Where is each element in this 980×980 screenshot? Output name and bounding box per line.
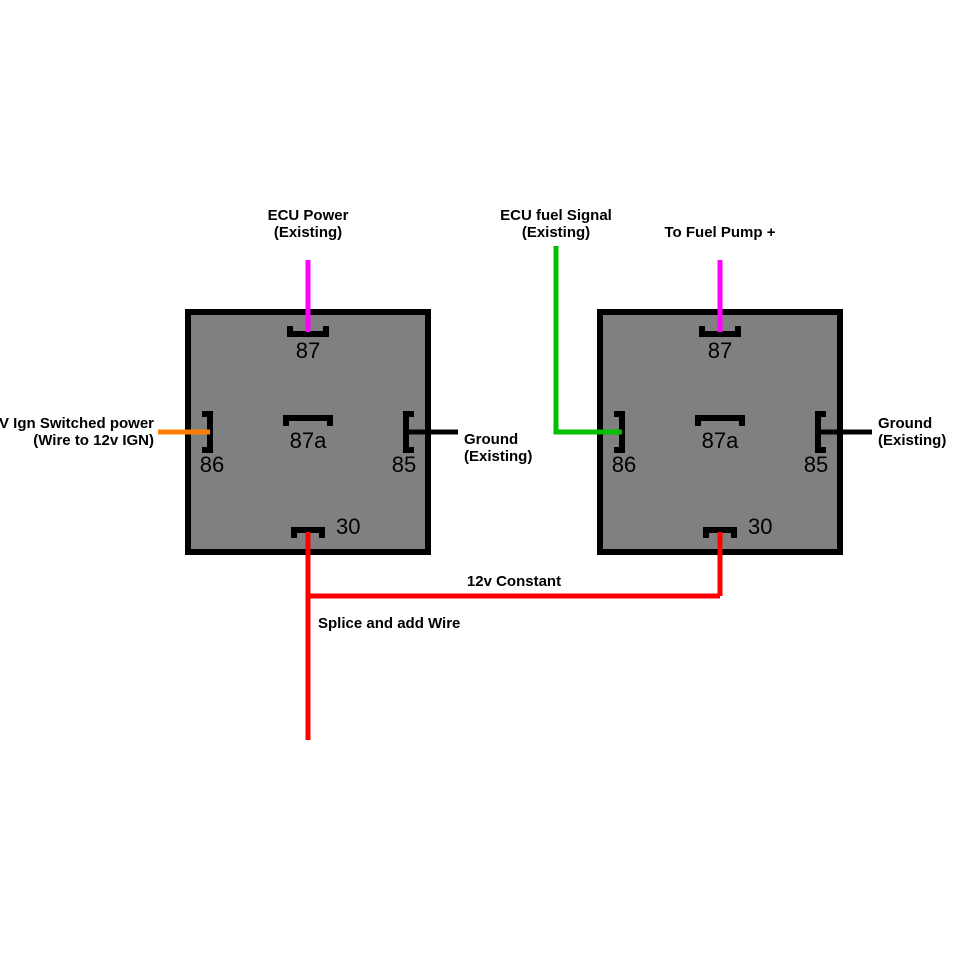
pin-86: 86 <box>200 452 224 477</box>
pin-85: 85 <box>804 452 828 477</box>
pin-85: 85 <box>392 452 416 477</box>
pin-30: 30 <box>748 514 772 539</box>
pin-87: 87 <box>708 338 732 363</box>
pin-30: 30 <box>336 514 360 539</box>
ecu-power-label: ECU Power(Existing) <box>268 207 349 241</box>
constant-label: 12v Constant <box>467 573 561 590</box>
pin-87a: 87a <box>702 428 739 453</box>
pin-86: 86 <box>612 452 636 477</box>
wiring-diagram: 87 87a 86 85 30 87 87a 86 85 30 ECU Power(Existing… <box>0 0 980 980</box>
splice-label: Splice and add Wire <box>318 615 460 632</box>
pin-87a: 87a <box>290 428 327 453</box>
fuel-pump-label: To Fuel Pump + <box>665 224 776 241</box>
pin-87: 87 <box>296 338 320 363</box>
